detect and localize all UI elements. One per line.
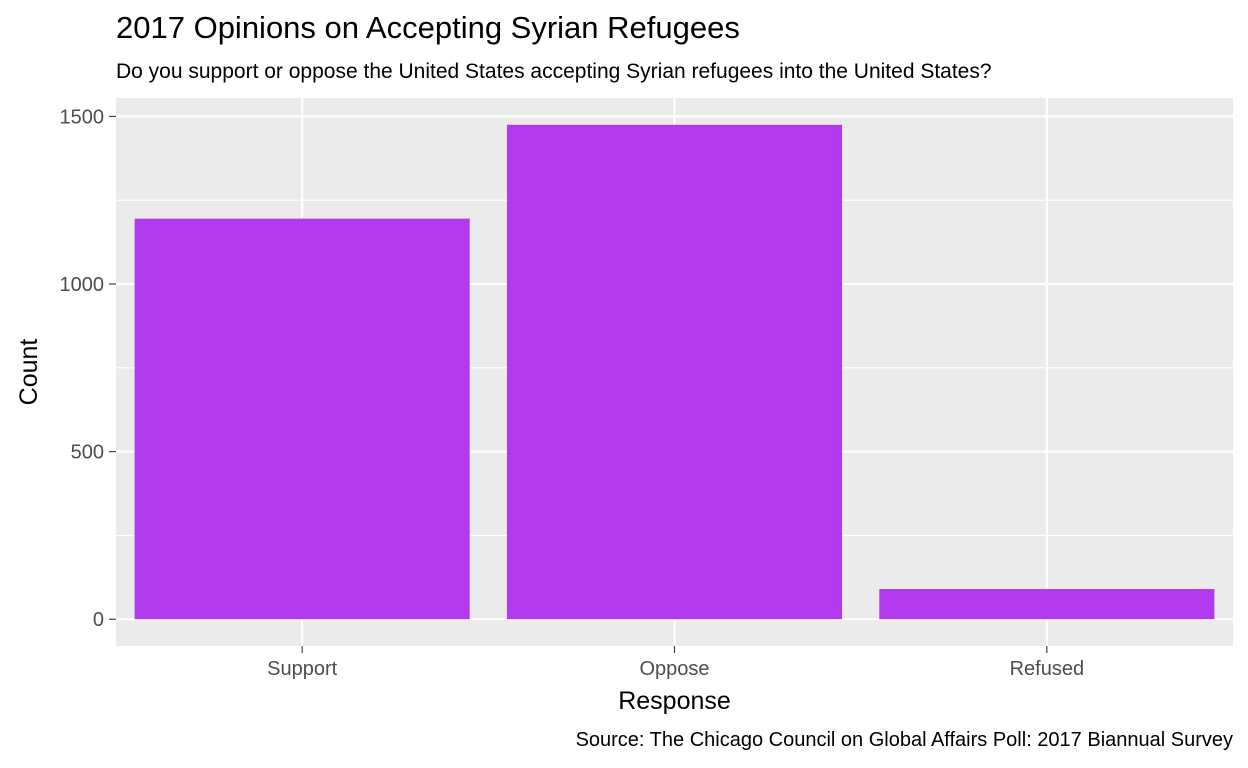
y-axis: 0 500 1000 1500 xyxy=(60,106,117,631)
x-tick-label: Support xyxy=(267,658,337,680)
y-tick-label: 1500 xyxy=(60,106,105,128)
y-axis-title: Count xyxy=(15,339,43,406)
chart-caption: Source: The Chicago Council on Global Af… xyxy=(576,729,1233,752)
x-axis: Support Oppose Refused xyxy=(267,646,1084,680)
x-axis-title: Response xyxy=(618,687,731,715)
y-tick-label: 500 xyxy=(71,442,104,464)
bar-refused xyxy=(879,589,1214,619)
x-tick-label: Refused xyxy=(1010,658,1085,680)
y-tick-label: 1000 xyxy=(60,274,105,296)
y-tick-label: 0 xyxy=(93,609,104,631)
bar-support xyxy=(135,219,470,620)
x-tick-label: Oppose xyxy=(639,658,709,680)
bar-oppose xyxy=(507,125,842,619)
